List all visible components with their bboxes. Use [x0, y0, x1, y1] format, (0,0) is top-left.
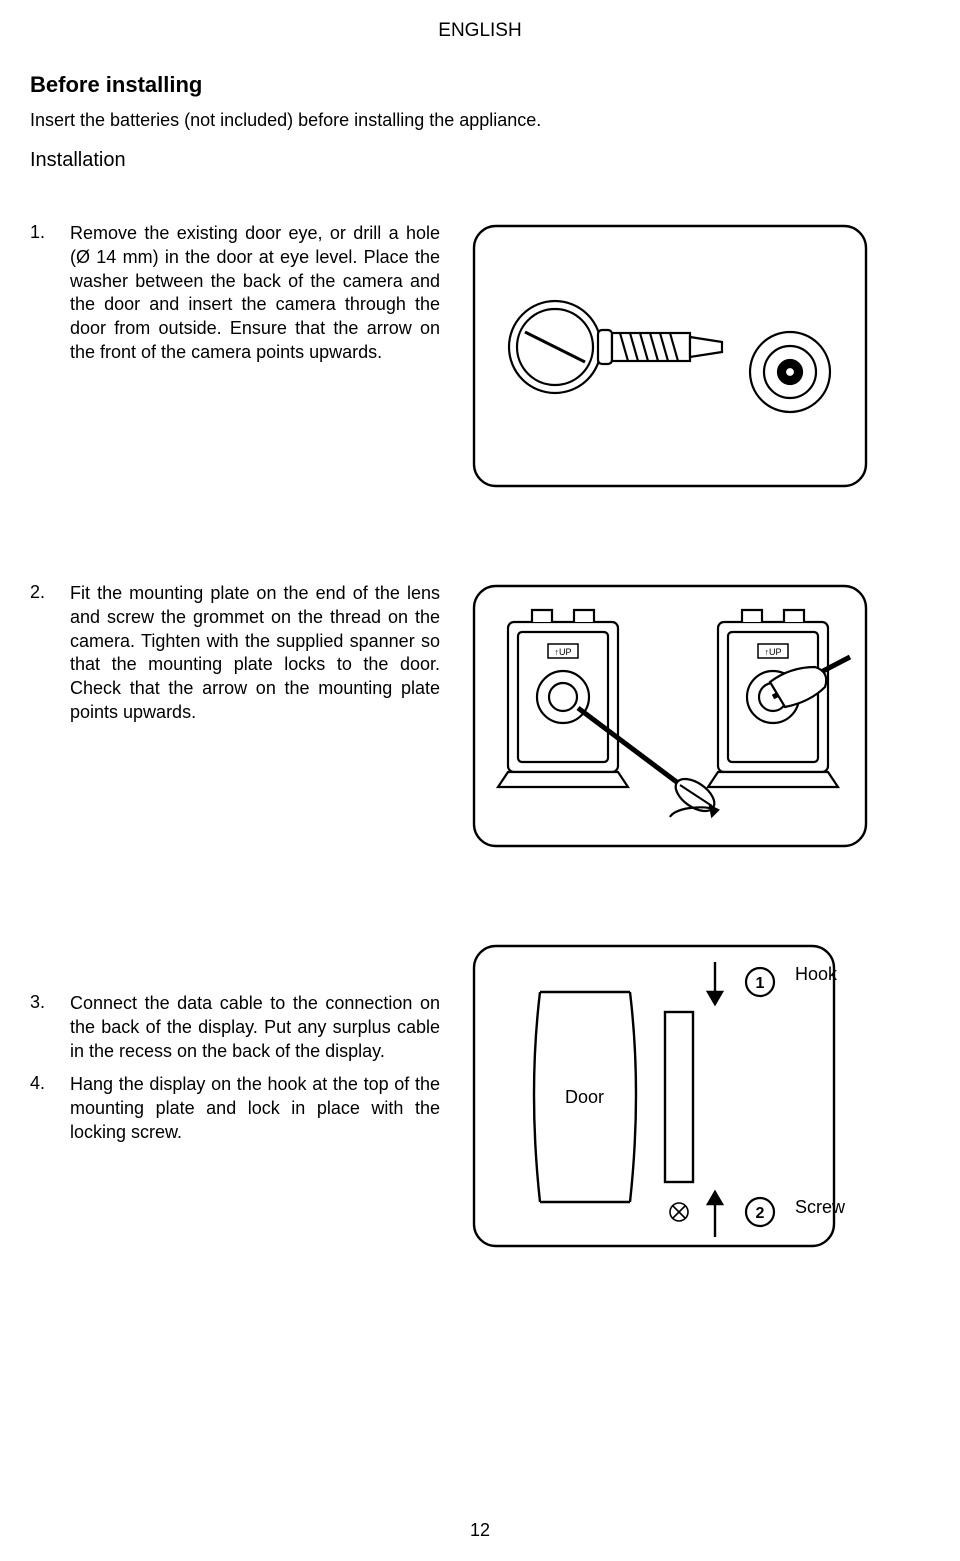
- label-hook: Hook: [795, 964, 837, 985]
- step-3-4-row: 3. Connect the data cable to the connect…: [30, 942, 930, 1252]
- installation-title: Installation: [30, 149, 930, 172]
- step-2-text: Fit the mounting plate on the end of the…: [70, 582, 440, 725]
- before-installing-text: Insert the batteries (not included) befo…: [30, 110, 930, 131]
- step-1-row: 1. Remove the existing door eye, or dril…: [30, 222, 930, 492]
- page-number: 12: [0, 1520, 960, 1541]
- svg-text:↑UP: ↑UP: [554, 647, 571, 657]
- header-language: ENGLISH: [30, 20, 930, 42]
- step-1-text: Remove the existing door eye, or drill a…: [70, 222, 440, 365]
- step-4-text: Hang the display on the hook at the top …: [70, 1073, 440, 1144]
- label-screw: Screw: [795, 1197, 845, 1218]
- label-door: Door: [565, 1087, 604, 1108]
- svg-text:↑UP: ↑UP: [764, 647, 781, 657]
- illustration-3: 1 2 Hook Door Screw: [470, 942, 920, 1252]
- illustration-1: [470, 222, 870, 492]
- step-2-row: 2. Fit the mounting plate on the end of …: [30, 582, 930, 852]
- step-1-number: 1.: [30, 222, 50, 365]
- step-3-text: Connect the data cable to the connection…: [70, 992, 440, 1063]
- svg-text:2: 2: [756, 1205, 765, 1222]
- illustration-2: ↑UP ↑UP: [470, 582, 870, 852]
- before-installing-title: Before installing: [30, 72, 930, 98]
- step-2-number: 2.: [30, 582, 50, 725]
- step-4-number: 4.: [30, 1073, 50, 1144]
- step-3-number: 3.: [30, 992, 50, 1063]
- svg-text:1: 1: [756, 975, 765, 992]
